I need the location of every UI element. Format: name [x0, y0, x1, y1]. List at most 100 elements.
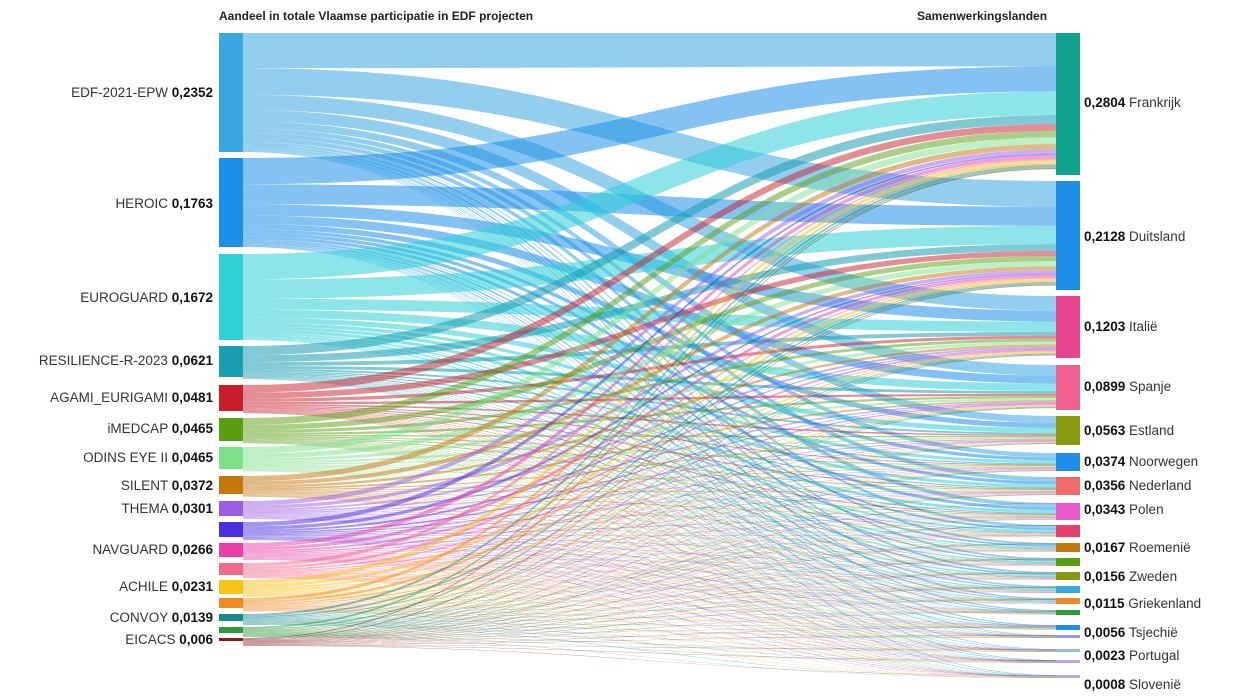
flow-link: [243, 470, 1056, 663]
target-label: 0,0343 Polen: [1084, 502, 1164, 517]
flow-link: [243, 407, 1056, 515]
flow-link: [243, 336, 1056, 591]
flow-link: [243, 468, 1056, 592]
flow-link: [243, 261, 1056, 459]
flow-link: [243, 409, 1056, 578]
flow-link: [243, 163, 1056, 601]
target-node: [1056, 610, 1080, 615]
flow-link: [243, 518, 1056, 593]
flow-link: [243, 467, 1056, 551]
target-node: [1056, 558, 1080, 566]
flow-link: [243, 536, 1056, 594]
source-label: SILENT 0,0372: [121, 478, 213, 493]
flow-link: [243, 400, 1056, 490]
source-label: EDF-2021-EPW 0,2352: [71, 85, 213, 100]
flow-link: [243, 338, 1056, 628]
flow-link: [243, 468, 1056, 603]
flow-link: [243, 338, 1056, 651]
flow-link: [243, 470, 1056, 633]
flow-link: [243, 599, 1056, 635]
flow-link: [243, 442, 1056, 607]
source-node: [219, 33, 243, 152]
source-label: AGAMI_EURIGAMI 0,0481: [50, 390, 213, 405]
flow-link: [243, 517, 1056, 630]
flow-link: [243, 609, 1056, 627]
label-layer: EDF-2021-EPW 0,2352 HEROIC 0,1763 EUROGUAR…: [39, 85, 1201, 692]
flow-link: [243, 374, 1056, 533]
flow-link: [243, 517, 1056, 536]
flow-link: [243, 109, 1056, 376]
flow-link: [243, 441, 1056, 614]
source-node: [219, 476, 243, 494]
flow-link: [243, 441, 1056, 638]
flow-link: [243, 558, 1056, 637]
flow-link: [243, 515, 1056, 565]
flow-link: [243, 645, 1056, 661]
flow-link: [243, 626, 1056, 636]
source-node: [219, 522, 243, 537]
flow-link: [243, 244, 1056, 363]
flow-link: [243, 495, 1056, 636]
source-node: [219, 543, 243, 557]
flow-link: [243, 130, 1056, 425]
flow-link: [243, 403, 1056, 534]
flow-link: [243, 442, 1056, 678]
flow-link: [243, 155, 1056, 548]
target-node: [1056, 625, 1080, 630]
flow-link: [243, 493, 1056, 593]
flow-link: [243, 596, 1056, 663]
flow-link: [243, 442, 1056, 620]
flow-link: [243, 636, 1056, 678]
flow-link: [243, 266, 1056, 486]
flow-link: [243, 439, 1056, 564]
flow-link: [243, 539, 1056, 662]
source-label: THEMA 0,0301: [121, 501, 213, 516]
flow-link: [243, 586, 1056, 623]
source-label: iMEDCAP 0,0465: [107, 421, 213, 436]
flow-link: [243, 352, 1056, 605]
flow-link: [243, 493, 1056, 574]
source-label: EUROGUARD 0,1672: [80, 290, 213, 305]
flow-link: [243, 439, 1056, 550]
flow-link: [243, 354, 1056, 631]
flow-link: [243, 636, 1056, 663]
flow-link: [243, 635, 1056, 645]
flow-link: [243, 332, 1056, 549]
flow-link: [243, 598, 1056, 610]
flow-link: [243, 536, 1056, 551]
flow-link: [243, 538, 1056, 637]
flow-link: [243, 496, 1056, 676]
target-node: [1056, 365, 1080, 410]
flow-link: [243, 558, 1056, 634]
flow-link: [243, 440, 1056, 578]
source-node: [219, 598, 243, 608]
flow-link: [243, 494, 1056, 633]
flow-link: [243, 284, 1056, 640]
target-node: [1056, 503, 1080, 520]
flow-link: [243, 406, 1056, 490]
flow-link: [243, 283, 1056, 631]
flow-link: [243, 610, 1056, 652]
flow-link: [243, 525, 1056, 622]
flow-link: [243, 543, 1056, 608]
flow-link: [243, 407, 1056, 641]
flow-link: [243, 576, 1056, 626]
flow-link: [243, 543, 1056, 634]
flow-link: [243, 577, 1056, 677]
target-node: [1056, 33, 1080, 175]
flow-link: [243, 441, 1056, 573]
flow-link: [243, 404, 1056, 572]
target-label: 0,0356 Nederland: [1084, 478, 1191, 493]
flow-link: [243, 153, 1056, 527]
flow-link: [243, 442, 1056, 652]
link-layer: [243, 33, 1056, 678]
flow-link: [243, 406, 1056, 620]
source-node: [219, 614, 243, 621]
flow-link: [243, 558, 1056, 622]
flow-link: [243, 339, 1056, 677]
target-node: [1056, 181, 1080, 290]
flow-link: [243, 469, 1056, 607]
flow-link: [243, 550, 1056, 557]
flow-link: [243, 133, 1056, 482]
flow-link: [243, 443, 1056, 632]
